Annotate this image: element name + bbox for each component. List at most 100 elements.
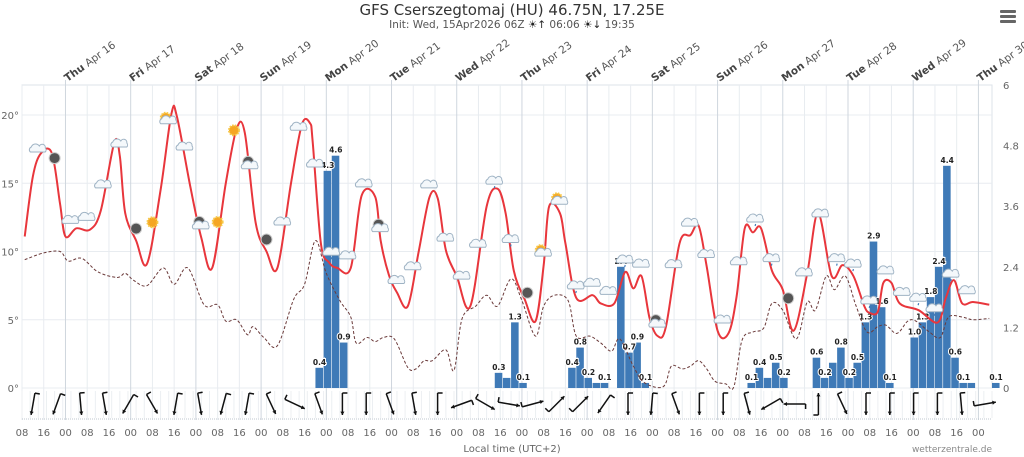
wind-arrow-icon <box>284 394 306 410</box>
rain-drop <box>933 313 936 316</box>
cloud-shape <box>289 121 308 131</box>
day-label: Sun Apr 19 <box>258 39 314 84</box>
sun-shape <box>146 216 159 229</box>
precip-label: 1.6 <box>875 297 888 306</box>
cloud-icon <box>680 217 699 227</box>
wind-barb <box>743 391 750 395</box>
wind-barb <box>102 391 108 394</box>
cloud-shape <box>403 261 422 271</box>
cloud-shape <box>175 141 194 151</box>
wind-barb <box>671 391 677 395</box>
day-label: Tue Apr 21 <box>388 40 443 84</box>
cloud-shape <box>322 246 341 256</box>
cloud-icon <box>469 238 487 248</box>
wind-shaft <box>196 393 203 415</box>
wind-arrow-icon <box>101 391 108 415</box>
wind-barb <box>471 399 475 406</box>
cloud-shape <box>909 292 927 302</box>
sun-icon <box>227 124 240 137</box>
x-tick-label: 16 <box>298 428 311 439</box>
cloud-shape <box>469 238 487 248</box>
wind-arrowhead <box>560 396 565 401</box>
wind-shaft <box>30 393 36 415</box>
moon-cloud-icon <box>648 314 667 328</box>
cloud-shape <box>273 216 292 226</box>
day-label: Wed Apr 29 <box>910 37 969 84</box>
y-right-tick-label: 6 <box>1003 81 1009 92</box>
precip-label: 0.5 <box>769 353 782 362</box>
cloud-icon <box>94 179 112 189</box>
wind-arrow-icon <box>52 392 66 415</box>
cloud-shape <box>762 253 781 263</box>
precip-bar <box>763 377 772 388</box>
wind-arrowhead <box>935 411 940 415</box>
precip-label: 4.6 <box>329 146 342 155</box>
precip-bar <box>820 377 829 388</box>
wind-arrow-icon <box>544 395 565 413</box>
dewpoint-line <box>24 240 990 390</box>
wind-arrowhead <box>597 409 602 414</box>
precip-label: 0.9 <box>631 333 644 342</box>
precip-label: 1.0 <box>908 328 921 337</box>
cloud-shape <box>159 115 177 125</box>
precip-label: 0.7 <box>623 343 636 352</box>
wind-arrow-icon <box>145 391 159 414</box>
wind-arrowhead <box>198 411 203 415</box>
rain-cloud-icon <box>860 295 878 309</box>
wind-shaft <box>836 393 848 415</box>
cloud-shape <box>746 213 764 223</box>
y-right-tick-label: 1.2 <box>1003 323 1019 334</box>
precip-label: 0.6 <box>810 348 823 357</box>
cloud-icon <box>795 267 813 277</box>
precip-label: 0.1 <box>957 373 970 382</box>
moon-icon <box>521 286 534 299</box>
wind-arrowhead <box>300 405 305 410</box>
precip-bar <box>315 367 323 388</box>
x-tick-label: 16 <box>233 428 246 439</box>
wind-shaft <box>52 393 62 415</box>
cloud-icon <box>338 250 357 260</box>
precip-label: 4.3 <box>321 161 334 170</box>
precip-bar <box>771 362 780 388</box>
rain-cloud-icon <box>566 280 585 294</box>
cloud-shape <box>876 265 895 275</box>
x-tick-label: 00 <box>516 428 529 439</box>
precip-bar <box>951 357 959 388</box>
x-tick-label: 08 <box>929 428 942 439</box>
rain-cloud-icon <box>762 253 781 266</box>
cloud-icon <box>175 141 194 151</box>
precip-bar <box>886 382 894 388</box>
wind-arrow-icon <box>721 392 729 415</box>
x-tick-label: 08 <box>16 428 29 439</box>
wind-arrowhead <box>154 409 158 414</box>
x-tick-label: 08 <box>798 428 811 439</box>
cloud-icon <box>697 249 715 259</box>
wind-shaft <box>385 393 395 415</box>
x-tick-label: 08 <box>211 428 224 439</box>
wind-barb <box>314 391 320 395</box>
x-tick-label: 16 <box>559 428 572 439</box>
precip-label: 1.3 <box>859 312 872 321</box>
wind-arrowhead <box>29 411 34 415</box>
wind-arrowhead <box>172 411 177 415</box>
rain-drop <box>950 278 952 282</box>
precip-bar <box>812 357 821 388</box>
wind-shaft <box>314 393 324 415</box>
wind-arrowhead <box>992 400 996 405</box>
moon-cloud-icon <box>371 218 389 233</box>
cloud-shape <box>941 268 960 278</box>
x-tick-label: 00 <box>59 428 72 439</box>
wind-arrow-icon <box>172 392 183 415</box>
cloud-shape <box>61 214 80 224</box>
wind-arrow-icon <box>450 399 475 409</box>
y-left-tick-label: 5° <box>8 316 19 327</box>
hamburger-menu-icon[interactable] <box>1000 10 1016 24</box>
wind-barb <box>610 394 616 399</box>
precip-label: 0.1 <box>883 373 896 382</box>
rain-drop <box>868 305 871 309</box>
precip-label: 0.9 <box>337 333 350 342</box>
precip-label: 0.1 <box>598 373 611 382</box>
cloud-icon <box>713 314 732 324</box>
x-tick-label: 08 <box>146 428 159 439</box>
